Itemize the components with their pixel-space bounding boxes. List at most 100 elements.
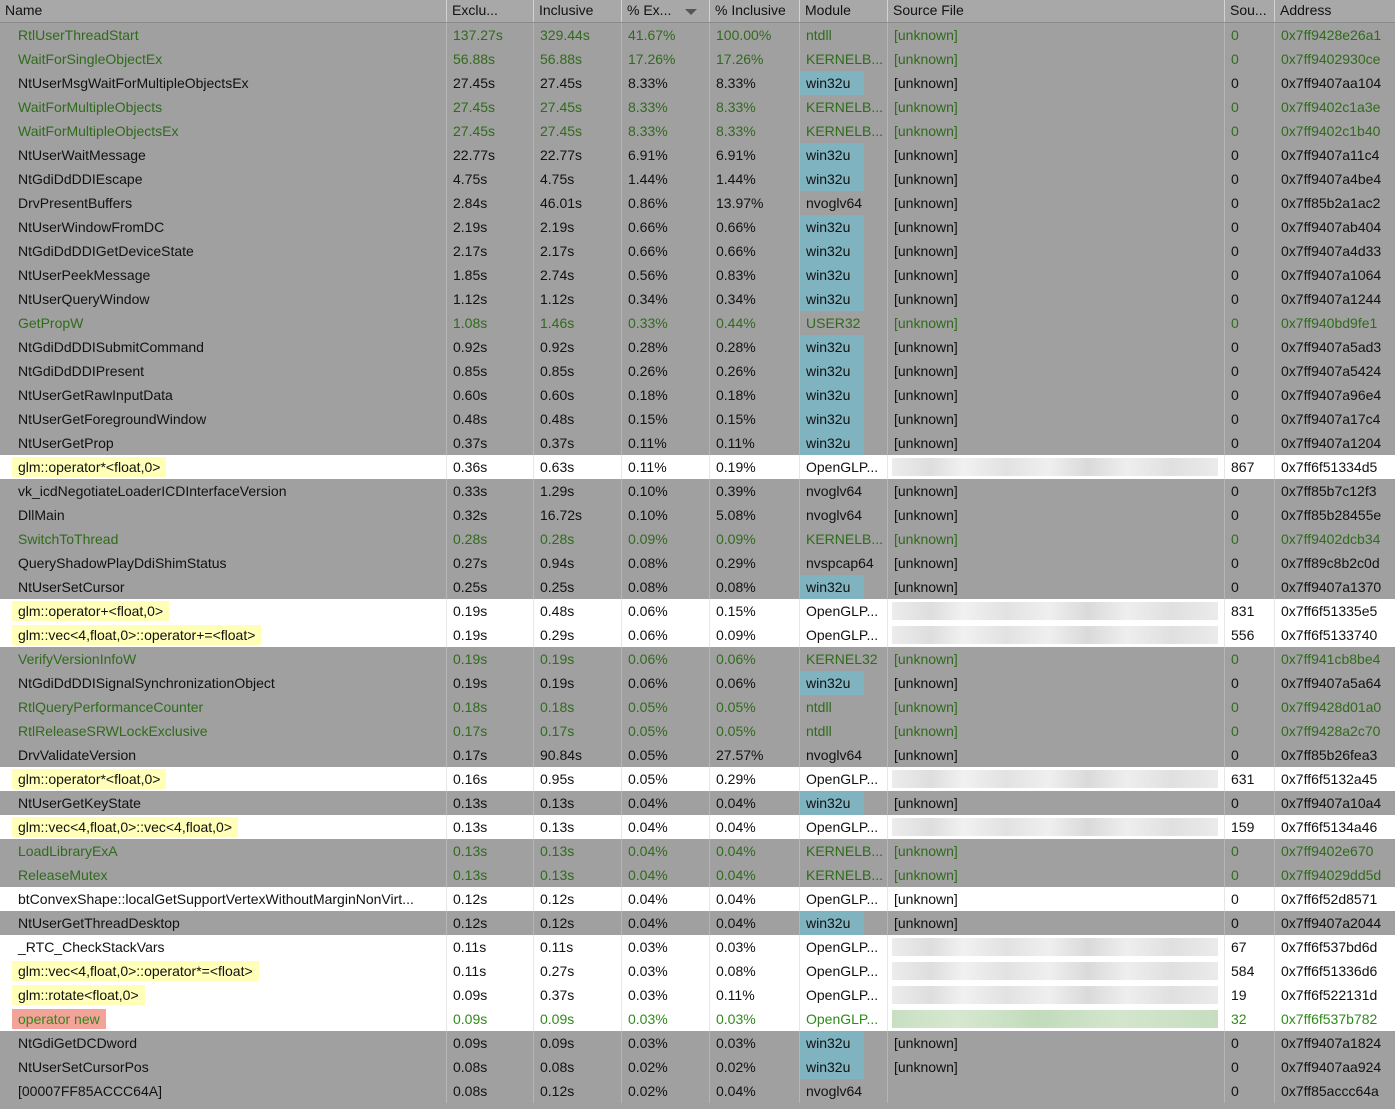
table-row[interactable]: NtUserGetRawInputData 0.60s 0.60s 0.18% 0.18… (0, 383, 1395, 407)
table-row[interactable]: NtUserMsgWaitForMultipleObjectsEx 27.45s 2… (0, 71, 1395, 95)
table-row[interactable]: vk_icdNegotiateLoaderICDInterfaceVersion… (0, 479, 1395, 503)
function-name-cell: QueryShadowPlayDdiShimStatus (0, 551, 447, 575)
table-row[interactable]: btConvexShape::localGetSupportVertexWith… (0, 887, 1395, 911)
function-name-cell: btConvexShape::localGetSupportVertexWith… (0, 887, 447, 911)
table-row[interactable]: operator new 0.09s 0.09s 0.03% 0.03% OpenGLP.… (0, 1007, 1395, 1031)
function-name-cell: NtUserWaitMessage (0, 143, 447, 167)
redacted-source-path (892, 770, 1218, 788)
table-row[interactable]: WaitForMultipleObjectsEx 27.45s 27.45s 8.33… (0, 119, 1395, 143)
table-row[interactable]: SwitchToThread 0.28s 0.28s 0.09% 0.09% KERNEL… (0, 527, 1395, 551)
address-cell: 0x7ff94029dd5d (1281, 867, 1382, 883)
exclusive-time-cell: 0.13s (447, 839, 534, 863)
table-row[interactable]: RtlQueryPerformanceCounter 0.18s 0.18s 0.05… (0, 695, 1395, 719)
column-header-exclusive[interactable]: Exclu... (447, 0, 534, 22)
table-row[interactable]: LoadLibraryExA 0.13s 0.13s 0.04% 0.04% KERNEL… (0, 839, 1395, 863)
address-cell: 0x7ff9407a1370 (1281, 579, 1382, 595)
column-header-source-file[interactable]: Source File (888, 0, 1225, 22)
table-row[interactable]: DrvPresentBuffers 2.84s 46.01s 0.86% 13.97% n… (0, 191, 1395, 215)
table-row[interactable]: NtUserWaitMessage 22.77s 22.77s 6.91% 6.91% w… (0, 143, 1395, 167)
table-row[interactable]: NtUserPeekMessage 1.85s 2.74s 0.56% 0.83% win… (0, 263, 1395, 287)
function-name-cell: [00007FF85ACCC64A] (0, 1079, 447, 1103)
table-row[interactable]: glm::rotate<float,0> 0.09s 0.37s 0.03% 0.11%… (0, 983, 1395, 1007)
column-header-inclusive-percent[interactable]: % Inclusive (710, 0, 800, 22)
table-row[interactable]: _RTC_CheckStackVars 0.11s 0.11s 0.03% 0.03% O… (0, 935, 1395, 959)
table-row[interactable]: glm::vec<4,float,0>::operator+=<float> 0.… (0, 623, 1395, 647)
table-row[interactable]: RtlReleaseSRWLockExclusive 0.17s 0.17s 0.05… (0, 719, 1395, 743)
module-cell: nvoglv64 (800, 191, 888, 215)
source-line-cell: 0 (1225, 95, 1275, 119)
table-row[interactable]: NtUserGetKeyState 0.13s 0.13s 0.04% 0.04% win… (0, 791, 1395, 815)
table-row[interactable]: glm::operator*<float,0> 0.36s 0.63s 0.11% 0.… (0, 455, 1395, 479)
source-file-cell: [unknown] (888, 95, 1225, 119)
table-row[interactable]: NtUserSetCursorPos 0.08s 0.08s 0.02% 0.02% wi… (0, 1055, 1395, 1079)
exclusive-percent-cell: 0.06% (622, 671, 710, 695)
table-row[interactable]: QueryShadowPlayDdiShimStatus 0.27s 0.94s 0.… (0, 551, 1395, 575)
table-row[interactable]: glm::vec<4,float,0>::operator*=<float> 0.… (0, 959, 1395, 983)
function-name-cell: SwitchToThread (0, 527, 447, 551)
table-row[interactable]: GetPropW 1.08s 1.46s 0.33% 0.44% USER32 [unkno… (0, 311, 1395, 335)
address-cell: 0x7ff85accc64a (1281, 1083, 1379, 1099)
table-row[interactable]: [00007FF85ACCC64A] 0.08s 0.12s 0.02% 0.04% nv… (0, 1079, 1395, 1103)
table-row[interactable]: NtGdiDdDDISubmitCommand 0.92s 0.92s 0.28% 0.… (0, 335, 1395, 359)
table-row[interactable]: NtUserGetProp 0.37s 0.37s 0.11% 0.11% win32u[… (0, 431, 1395, 455)
redacted-source-path (892, 1010, 1218, 1028)
module-cell: OpenGLP... (800, 935, 888, 959)
table-row[interactable]: NtGdiDdDDIPresent 0.85s 0.85s 0.26% 0.26% win… (0, 359, 1395, 383)
module-cell-highlight: win32u (800, 575, 864, 599)
source-file-cell: [unknown] (888, 527, 1225, 551)
address-cell: 0x7ff9407a11c4 (1281, 147, 1380, 163)
inclusive-percent-cell: 0.83% (710, 263, 800, 287)
inclusive-time-cell: 0.60s (534, 383, 622, 407)
source-file-cell: [unknown] (888, 383, 1225, 407)
column-header-address[interactable]: Address (1280, 2, 1332, 18)
table-row[interactable]: glm::vec<4,float,0>::vec<4,float,0> 0.13s… (0, 815, 1395, 839)
table-row[interactable]: ReleaseMutex 0.13s 0.13s 0.04% 0.04% KERNELB.… (0, 863, 1395, 887)
table-row[interactable]: NtGdiGetDCDword 0.09s 0.09s 0.03% 0.03% win32… (0, 1031, 1395, 1055)
table-row[interactable]: NtUserQueryWindow 1.12s 1.12s 0.34% 0.34% win… (0, 287, 1395, 311)
table-row[interactable]: NtUserGetForegroundWindow 0.48s 0.48s 0.15%… (0, 407, 1395, 431)
function-name-cell: DrvPresentBuffers (0, 191, 447, 215)
exclusive-time-cell: 2.17s (447, 239, 534, 263)
exclusive-time-cell: 0.36s (447, 455, 534, 479)
module-cell-highlight: win32u (800, 671, 864, 695)
table-row[interactable]: NtUserGetThreadDesktop 0.12s 0.12s 0.04% 0.0… (0, 911, 1395, 935)
function-name-cell-highlight: glm::operator+<float,0> (12, 601, 170, 621)
column-header-exclusive-percent[interactable]: % Ex... (622, 0, 710, 22)
column-header-source-line[interactable]: Sou... (1225, 0, 1275, 22)
table-row[interactable]: NtGdiDdDDIGetDeviceState 2.17s 2.17s 0.66% 0… (0, 239, 1395, 263)
table-row[interactable]: WaitForMultipleObjects 27.45s 27.45s 8.33% 8… (0, 95, 1395, 119)
exclusive-time-cell: 0.13s (447, 791, 534, 815)
table-row[interactable]: NtGdiDdDDISignalSynchronizationObject 0.1… (0, 671, 1395, 695)
source-file-cell: [unknown] (888, 239, 1225, 263)
table-row[interactable]: DrvValidateVersion 0.17s 90.84s 0.05% 27.57%… (0, 743, 1395, 767)
exclusive-percent-cell: 0.06% (622, 599, 710, 623)
module-cell: win32u (800, 575, 888, 599)
column-header-inclusive[interactable]: Inclusive (534, 0, 622, 22)
address-cell: 0x7ff6f522131d (1281, 987, 1378, 1003)
function-name-cell: glm::operator+<float,0> (0, 599, 447, 623)
column-header-module[interactable]: Module (800, 0, 888, 22)
inclusive-time-cell: 0.95s (534, 767, 622, 791)
inclusive-time-cell: 0.29s (534, 623, 622, 647)
module-cell: OpenGLP... (800, 887, 888, 911)
exclusive-time-cell: 0.12s (447, 887, 534, 911)
address-cell: 0x7ff6f537bd6d (1281, 939, 1378, 955)
function-name-cell: NtUserQueryWindow (0, 287, 447, 311)
address-cell: 0x7ff9402e670 (1281, 843, 1374, 859)
table-row[interactable]: DllMain 0.32s 16.72s 0.10% 5.08% nvoglv64 [unk… (0, 503, 1395, 527)
table-row[interactable]: glm::operator+<float,0> 0.19s 0.48s 0.06% 0.… (0, 599, 1395, 623)
inclusive-percent-cell: 0.28% (710, 335, 800, 359)
table-row[interactable]: VerifyVersionInfoW 0.19s 0.19s 0.06% 0.06% KE… (0, 647, 1395, 671)
inclusive-percent-cell: 0.04% (710, 911, 800, 935)
exclusive-time-cell: 1.85s (447, 263, 534, 287)
table-row[interactable]: NtUserWindowFromDC 2.19s 2.19s 0.66% 0.66% wi… (0, 215, 1395, 239)
module-cell-highlight: win32u (800, 239, 864, 263)
table-row[interactable]: WaitForSingleObjectEx 56.88s 56.88s 17.26% 1… (0, 47, 1395, 71)
exclusive-time-cell: 0.18s (447, 695, 534, 719)
column-header-name[interactable]: Name (0, 0, 447, 22)
table-row[interactable]: glm::operator*<float,0> 0.16s 0.95s 0.05% 0.… (0, 767, 1395, 791)
module-cell: win32u (800, 335, 888, 359)
table-row[interactable]: NtUserSetCursor 0.25s 0.25s 0.08% 0.08% win32… (0, 575, 1395, 599)
table-row[interactable]: NtGdiDdDDIEscape 4.75s 4.75s 1.44% 1.44% win3… (0, 167, 1395, 191)
table-row[interactable]: RtlUserThreadStart 137.27s 329.44s 41.67% 10… (0, 23, 1395, 47)
